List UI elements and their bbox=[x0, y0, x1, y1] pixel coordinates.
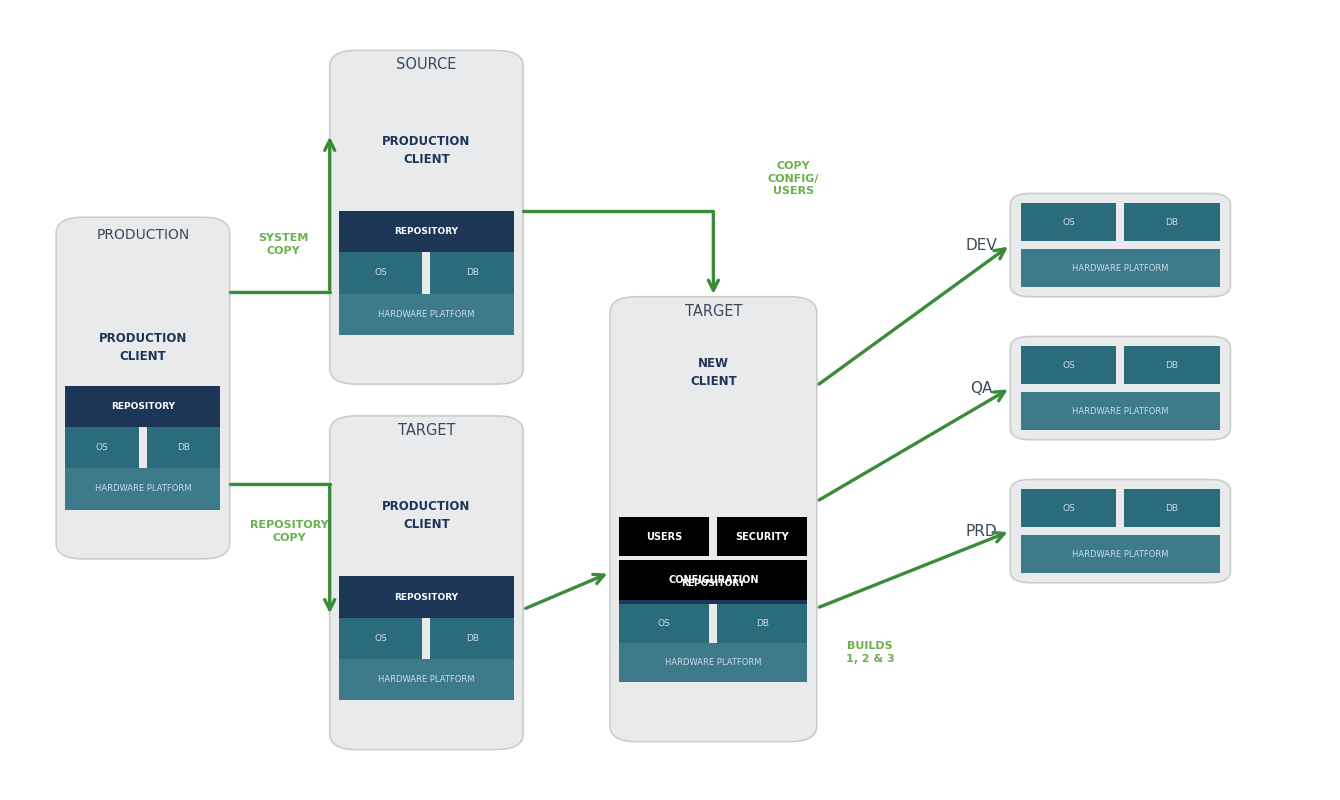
FancyBboxPatch shape bbox=[339, 618, 422, 659]
Text: DB: DB bbox=[177, 443, 190, 452]
FancyBboxPatch shape bbox=[1021, 535, 1219, 573]
Text: CONFIGURATION: CONFIGURATION bbox=[669, 575, 758, 585]
FancyBboxPatch shape bbox=[430, 618, 513, 659]
Text: PRODUCTION
CLIENT: PRODUCTION CLIENT bbox=[382, 135, 470, 166]
Text: PRODUCTION
CLIENT: PRODUCTION CLIENT bbox=[382, 501, 470, 531]
FancyBboxPatch shape bbox=[1010, 194, 1230, 297]
FancyBboxPatch shape bbox=[1021, 249, 1219, 287]
Text: DB: DB bbox=[1166, 361, 1179, 370]
Text: PRD: PRD bbox=[965, 523, 997, 538]
Text: HARDWARE PLATFORM: HARDWARE PLATFORM bbox=[95, 485, 192, 494]
Text: DB: DB bbox=[1166, 218, 1179, 226]
FancyBboxPatch shape bbox=[339, 659, 513, 700]
Text: NEW
CLIENT: NEW CLIENT bbox=[690, 357, 737, 388]
Text: QA: QA bbox=[970, 381, 992, 395]
FancyBboxPatch shape bbox=[619, 560, 808, 599]
Text: HARDWARE PLATFORM: HARDWARE PLATFORM bbox=[378, 675, 474, 684]
FancyBboxPatch shape bbox=[147, 427, 220, 468]
FancyBboxPatch shape bbox=[66, 386, 220, 427]
FancyBboxPatch shape bbox=[339, 576, 513, 618]
FancyBboxPatch shape bbox=[619, 517, 709, 556]
FancyBboxPatch shape bbox=[1124, 203, 1219, 241]
Text: PRODUCTION
CLIENT: PRODUCTION CLIENT bbox=[99, 331, 188, 362]
FancyBboxPatch shape bbox=[1010, 337, 1230, 440]
Text: USERS: USERS bbox=[646, 532, 682, 542]
Text: COPY
CONFIG/
USERS: COPY CONFIG/ USERS bbox=[768, 162, 819, 196]
Text: HARDWARE PLATFORM: HARDWARE PLATFORM bbox=[1072, 406, 1168, 416]
Text: DEV: DEV bbox=[965, 238, 997, 253]
FancyBboxPatch shape bbox=[66, 468, 220, 510]
FancyBboxPatch shape bbox=[1021, 346, 1116, 384]
FancyBboxPatch shape bbox=[1021, 392, 1219, 430]
FancyBboxPatch shape bbox=[610, 297, 817, 742]
Text: DB: DB bbox=[466, 634, 478, 643]
Text: REPOSITORY: REPOSITORY bbox=[394, 593, 458, 602]
Text: OS: OS bbox=[96, 443, 109, 452]
FancyBboxPatch shape bbox=[56, 218, 229, 559]
Text: HARDWARE PLATFORM: HARDWARE PLATFORM bbox=[665, 658, 761, 667]
Text: OS: OS bbox=[1063, 361, 1075, 370]
FancyBboxPatch shape bbox=[717, 603, 808, 642]
FancyBboxPatch shape bbox=[339, 252, 422, 294]
Text: OS: OS bbox=[1063, 503, 1075, 513]
Text: SOURCE: SOURCE bbox=[397, 58, 457, 72]
Text: BUILDS
1, 2 & 3: BUILDS 1, 2 & 3 bbox=[846, 642, 895, 664]
FancyBboxPatch shape bbox=[430, 252, 513, 294]
FancyBboxPatch shape bbox=[717, 517, 808, 556]
FancyBboxPatch shape bbox=[66, 427, 139, 468]
Text: REPOSITORY: REPOSITORY bbox=[111, 402, 176, 411]
FancyBboxPatch shape bbox=[339, 294, 513, 335]
Text: REPOSITORY: REPOSITORY bbox=[681, 579, 745, 589]
Text: SECURITY: SECURITY bbox=[736, 532, 789, 542]
Text: DB: DB bbox=[1166, 503, 1179, 513]
Text: OS: OS bbox=[374, 268, 387, 278]
Text: PRODUCTION: PRODUCTION bbox=[96, 228, 189, 242]
FancyBboxPatch shape bbox=[619, 564, 808, 603]
Text: HARDWARE PLATFORM: HARDWARE PLATFORM bbox=[1072, 264, 1168, 273]
Text: DB: DB bbox=[756, 618, 769, 628]
FancyBboxPatch shape bbox=[330, 416, 523, 750]
FancyBboxPatch shape bbox=[1021, 203, 1116, 241]
FancyBboxPatch shape bbox=[619, 642, 808, 682]
FancyBboxPatch shape bbox=[1124, 489, 1219, 527]
FancyBboxPatch shape bbox=[619, 603, 709, 642]
Text: DB: DB bbox=[466, 268, 478, 278]
Text: OS: OS bbox=[374, 634, 387, 643]
Text: TARGET: TARGET bbox=[398, 422, 456, 438]
Text: OS: OS bbox=[1063, 218, 1075, 226]
Text: HARDWARE PLATFORM: HARDWARE PLATFORM bbox=[378, 310, 474, 318]
Text: TARGET: TARGET bbox=[685, 303, 742, 318]
FancyBboxPatch shape bbox=[339, 211, 513, 252]
Text: SYSTEM
COPY: SYSTEM COPY bbox=[257, 234, 308, 256]
Text: REPOSITORY
COPY: REPOSITORY COPY bbox=[251, 520, 330, 542]
Text: REPOSITORY: REPOSITORY bbox=[394, 227, 458, 236]
FancyBboxPatch shape bbox=[1010, 479, 1230, 582]
Text: HARDWARE PLATFORM: HARDWARE PLATFORM bbox=[1072, 550, 1168, 558]
FancyBboxPatch shape bbox=[1124, 346, 1219, 384]
Text: OS: OS bbox=[658, 618, 671, 628]
FancyBboxPatch shape bbox=[330, 50, 523, 384]
FancyBboxPatch shape bbox=[1021, 489, 1116, 527]
